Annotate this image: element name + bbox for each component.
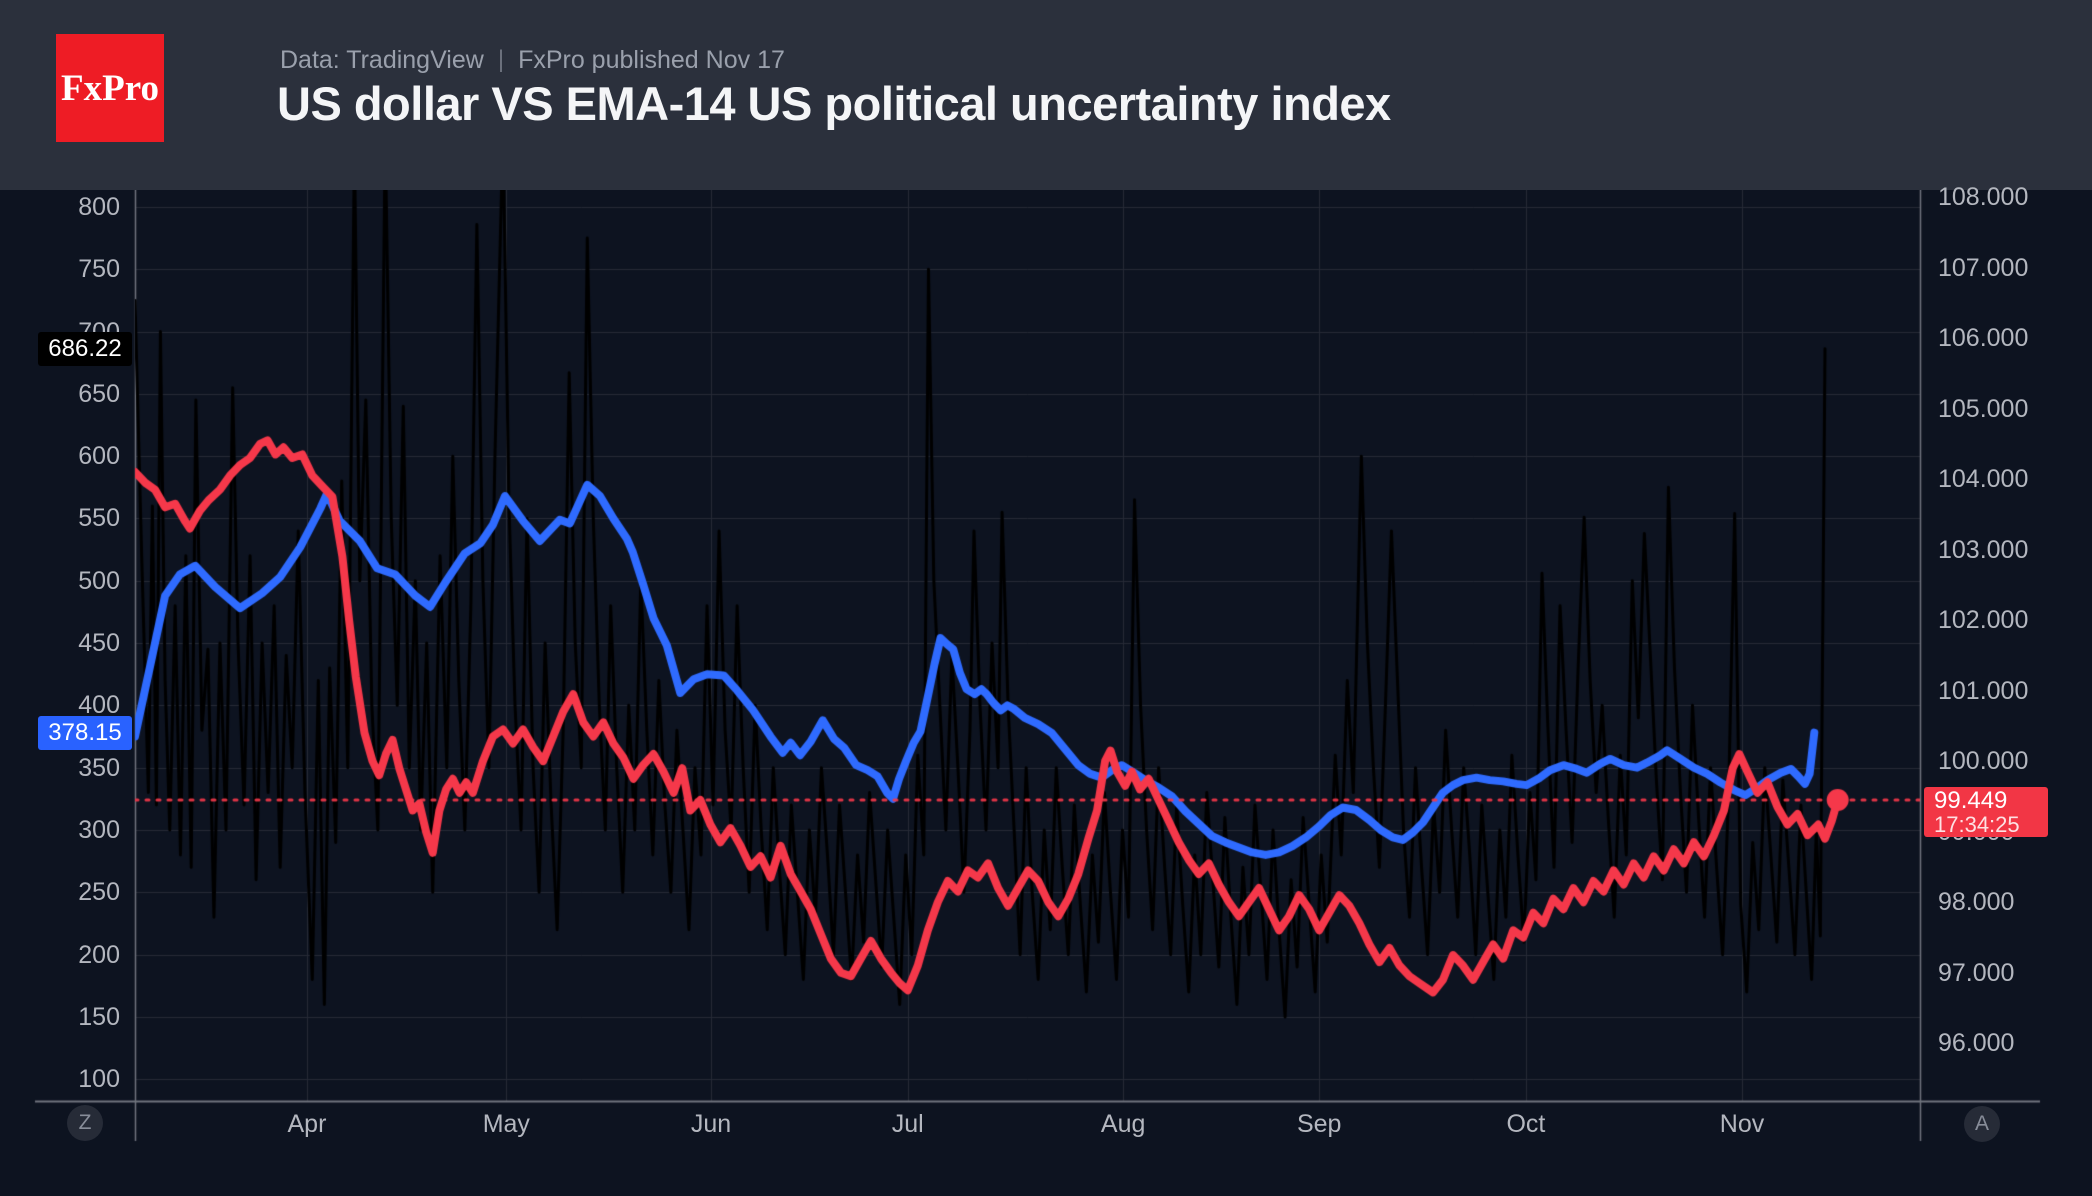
usd-price-label: 99.449 17:34:25 [1924,786,2048,837]
right-axis-tick: 103.000 [1938,535,2029,564]
left-axis-tick: 650 [78,379,120,408]
fxpro-logo-text: FxPro [61,67,159,109]
price-axis-left[interactable] [0,190,134,1101]
right-axis-tick: 104.000 [1938,465,2029,494]
time-axis-month-label: Jun [690,1110,732,1138]
usd-last-value: 99.449 [1934,786,2008,814]
published-label: FxPro published Nov 17 [518,45,785,74]
right-axis-tick: 108.000 [1938,183,2029,212]
left-axis-tick: 200 [78,940,120,969]
data-source-label: Data: TradingView [280,45,484,74]
ema14-price-label: 378.15 [38,715,132,750]
right-axis-tick: 100.000 [1938,747,2029,776]
left-axis-tick: 800 [78,192,120,221]
auto-scale-a-button[interactable]: A [1964,1106,2000,1142]
right-axis-tick: 102.000 [1938,606,2029,635]
left-axis-tick: 300 [78,815,120,844]
left-axis-tick: 450 [78,629,120,658]
time-axis-month-label: May [482,1110,530,1138]
left-axis-tick: 400 [78,691,120,720]
left-axis-tick: 150 [78,1002,120,1031]
left-axis-tick: 250 [78,878,120,907]
left-axis-tick: 550 [78,504,120,533]
left-axis-tick: 350 [78,753,120,782]
price-axis-right[interactable] [1921,190,2092,1101]
time-axis-month-label: Aug [1100,1110,1146,1138]
right-axis-tick: 107.000 [1938,253,2029,282]
time-axis[interactable] [135,1102,1920,1162]
time-axis-month-label: Oct [1506,1110,1546,1138]
uncertainty-last-value: 686.22 [48,334,122,362]
uncertainty-price-label: 686.22 [38,331,132,366]
fxpro-logo: FxPro [56,34,164,142]
page-title: US dollar VS EMA-14 US political uncerta… [277,77,1391,130]
time-axis-month-label: Nov [1719,1110,1765,1138]
left-axis-tick: 500 [78,566,120,595]
left-axis-tick: 100 [78,1065,120,1094]
left-axis-tick: 600 [78,442,120,471]
right-axis-tick: 97.000 [1938,958,2015,987]
subtitle-separator: | [497,46,505,73]
right-axis-tick: 98.000 [1938,888,2015,917]
ema14-last-value: 378.15 [48,718,122,746]
source-line: Data: TradingView | FxPro published Nov … [280,44,785,76]
scale-reset-z-button[interactable]: Z [67,1105,103,1141]
time-axis-month-label: Jul [891,1110,924,1138]
usd-last-time: 17:34:25 [1934,811,2020,837]
right-axis-tick: 96.000 [1938,1029,2015,1058]
time-axis-month-label: Sep [1296,1110,1342,1138]
header-bar: FxPro Data: TradingView | FxPro publishe… [0,0,2092,190]
time-axis-month-label: Apr [287,1110,327,1138]
right-axis-tick: 101.000 [1938,676,2029,705]
right-axis-tick: 105.000 [1938,394,2029,423]
left-axis-tick: 750 [78,255,120,284]
right-axis-tick: 106.000 [1938,324,2029,353]
